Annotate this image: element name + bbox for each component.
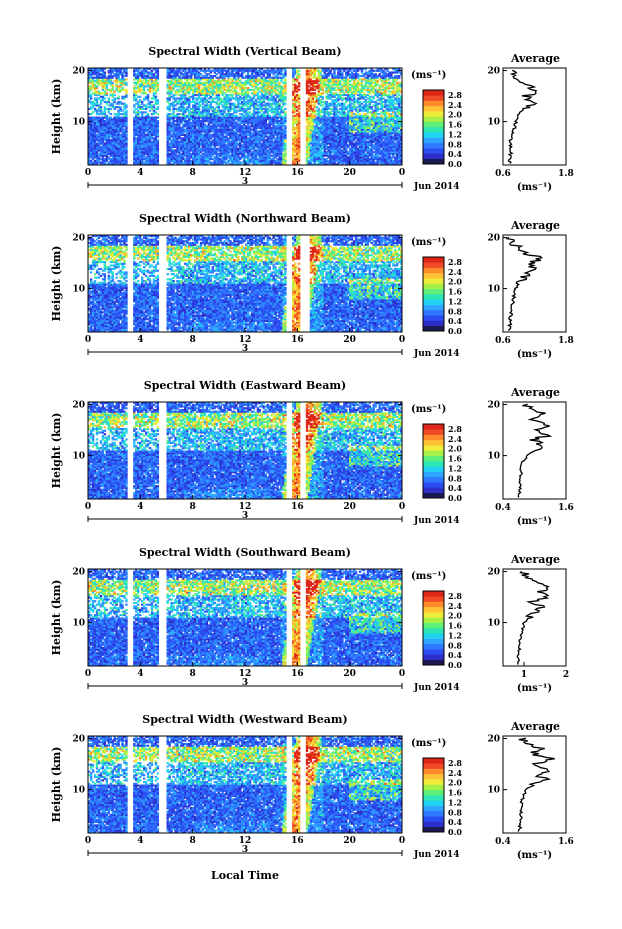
- heatmap-cell: [157, 117, 159, 119]
- heatmap-cell: [106, 92, 108, 94]
- heatmap-cell: [157, 99, 159, 101]
- spectral-width-figure: Spectral Width (Vertical Beam)2010Height…: [0, 0, 622, 929]
- heatmap-cell: [104, 97, 106, 99]
- heatmap-cell: [125, 78, 127, 80]
- heatmap-cell: [119, 106, 121, 108]
- heatmap-cell: [125, 82, 127, 84]
- heatmap-cell: [157, 120, 159, 122]
- heatmap-cells: [88, 68, 402, 165]
- heatmap-cell: [155, 96, 157, 98]
- heatmap-cell: [157, 106, 159, 108]
- panel-vertical: Spectral Width (Vertical Beam)2010Height…: [50, 45, 574, 193]
- heatmap-cell: [157, 139, 159, 141]
- heatmap-cell: [110, 113, 112, 115]
- heatmap-cell: [139, 96, 141, 98]
- heatmap-cell: [117, 96, 119, 98]
- heatmap-cell: [125, 89, 127, 91]
- heatmap-cell: [100, 106, 102, 108]
- heatmap-cell: [151, 101, 153, 103]
- heatmap-cell: [147, 113, 149, 115]
- heatmap-cell: [125, 104, 127, 106]
- heatmap-cell: [108, 97, 110, 99]
- heatmap-cell: [157, 113, 159, 115]
- heatmap-cell: [114, 94, 116, 96]
- heatmap-cell: [147, 94, 149, 96]
- heatmap-cell: [104, 71, 106, 73]
- heatmap-cell: [157, 82, 159, 84]
- panel-title: Spectral Width (Vertical Beam): [148, 45, 341, 58]
- heatmap-cell: [125, 110, 127, 112]
